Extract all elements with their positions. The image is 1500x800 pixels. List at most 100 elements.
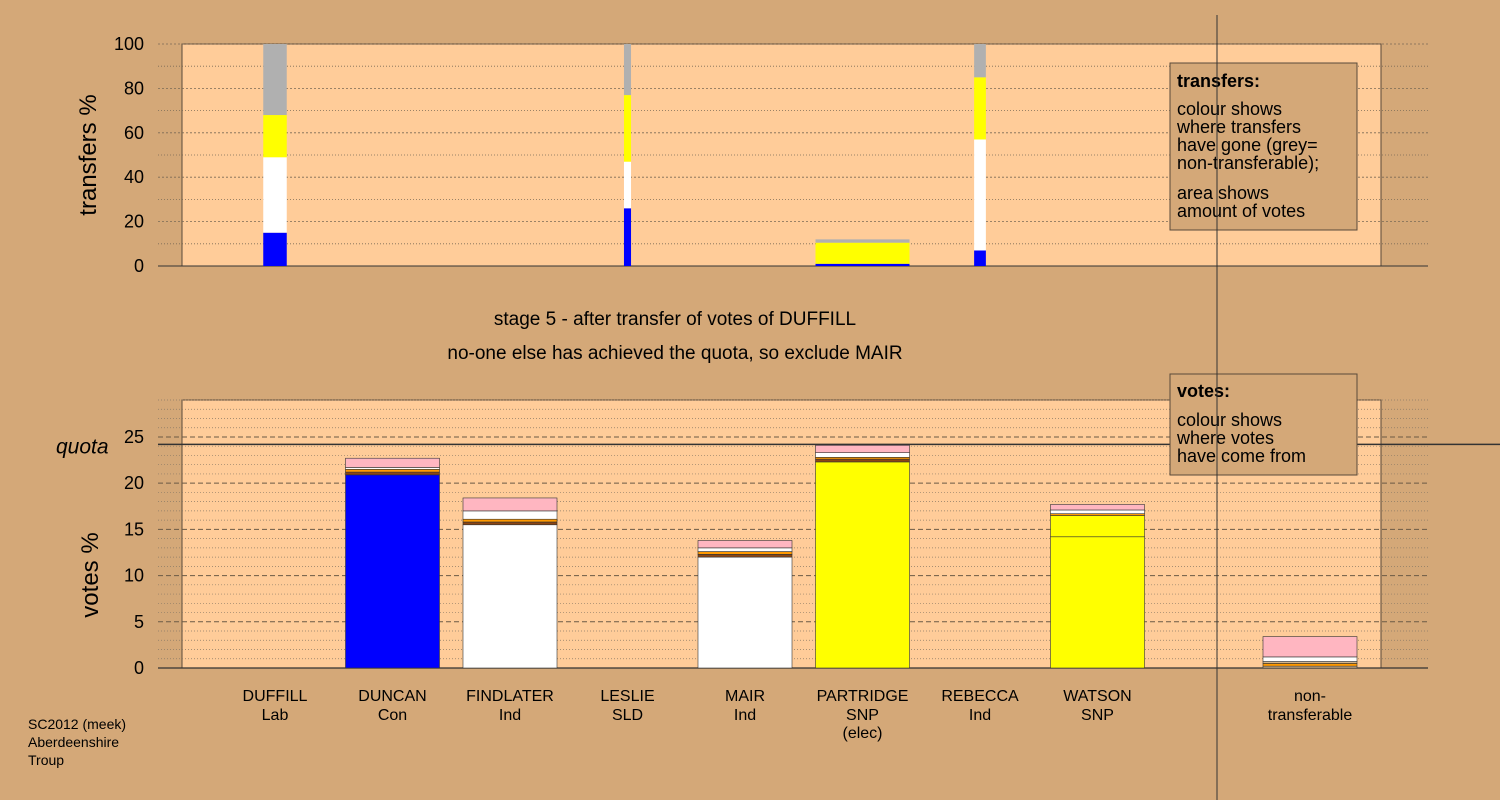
candidate-party: Lab xyxy=(262,707,289,724)
candidate-label: DUNCAN Con xyxy=(358,688,426,724)
candidate-party: Con xyxy=(378,707,407,724)
stage-exclusion-note: no-one else has achieved the quota, so e… xyxy=(447,343,902,364)
candidate-party: Ind xyxy=(499,707,521,724)
tick-label: 0 xyxy=(134,658,144,678)
tick-label: 20 xyxy=(124,212,144,232)
votes-legend: votes: colour shows where votes have com… xyxy=(1169,373,1358,476)
footer-council: Aberdeenshire xyxy=(28,734,119,750)
transfer-segment xyxy=(263,44,287,116)
transfer-segment xyxy=(815,239,910,243)
vote-segment xyxy=(462,518,558,523)
transfer-segment xyxy=(623,44,632,96)
transfers-legend-line: where transfers xyxy=(1176,117,1301,137)
tick-label: 40 xyxy=(124,167,144,187)
candidate-label: DUFFILL Lab xyxy=(243,688,308,724)
candidate-label: LESLIE SLD xyxy=(600,688,654,724)
vote-segment xyxy=(697,554,793,558)
candidate-name: non- xyxy=(1294,688,1326,705)
vote-segment xyxy=(1050,504,1145,511)
transfer-segment xyxy=(974,44,986,78)
candidate-name: DUFFILL xyxy=(243,688,308,705)
candidate-name: LESLIE xyxy=(600,688,654,705)
transfers-legend-title: transfers: xyxy=(1177,71,1260,91)
votes-legend-line: colour shows xyxy=(1177,410,1282,430)
votes-bars xyxy=(345,444,1358,669)
tick-label: 20 xyxy=(124,473,144,493)
vote-segment xyxy=(1262,656,1358,662)
tick-label: 80 xyxy=(124,78,144,98)
vote-segment xyxy=(345,469,440,473)
transfer-segment xyxy=(974,77,986,140)
candidate-name: MAIR xyxy=(725,688,765,705)
transfers-legend-line: area shows xyxy=(1177,183,1269,203)
vote-segment xyxy=(462,497,558,512)
transfer-segment xyxy=(623,208,632,266)
transfers-bars xyxy=(263,44,986,266)
vote-segment xyxy=(1262,663,1358,667)
votes-legend-title: votes: xyxy=(1177,381,1230,401)
vote-segment xyxy=(697,556,793,669)
candidate-name: REBECCA xyxy=(941,688,1019,705)
candidate-party: SLD xyxy=(612,707,643,724)
vote-segment xyxy=(1050,536,1145,669)
vote-segment xyxy=(345,474,440,669)
candidate-name: FINDLATER xyxy=(466,688,554,705)
transfers-legend: transfers: colour shows where transfers … xyxy=(1169,62,1358,231)
quota-label: quota xyxy=(56,435,109,458)
candidate-label: MAIR Ind xyxy=(725,688,765,724)
transfer-segment xyxy=(623,161,632,209)
vote-segment xyxy=(1050,509,1145,514)
candidate-party: Ind xyxy=(734,707,756,724)
transfer-segment xyxy=(263,157,287,233)
transfers-legend-line: colour shows xyxy=(1177,99,1282,119)
candidate-name: DUNCAN xyxy=(358,688,426,705)
tick-label: 60 xyxy=(124,123,144,143)
votes-legend-line: have come from xyxy=(1177,446,1306,466)
vote-segment xyxy=(462,510,558,520)
transfers-legend-line: amount of votes xyxy=(1177,201,1305,221)
votes-legend-line: where votes xyxy=(1176,428,1274,448)
candidate-party: SNP xyxy=(846,707,879,724)
transfers-gridlines xyxy=(158,43,1428,267)
vote-segment xyxy=(815,458,910,463)
vote-segment xyxy=(697,540,793,549)
transfer-segment xyxy=(815,242,910,264)
vote-segment xyxy=(1050,515,1145,538)
candidate-label: non-transferable xyxy=(1268,688,1353,724)
transfers-legend-line: non-transferable); xyxy=(1177,153,1319,173)
transfer-segment xyxy=(263,232,287,266)
vote-segment xyxy=(1262,636,1358,658)
tick-label: 10 xyxy=(124,566,144,586)
candidate-label: FINDLATER Ind xyxy=(466,688,554,724)
candidate-labels: DUFFILL Lab DUNCAN Con FINDLATER Ind LESLIE SLD… xyxy=(243,688,1353,742)
votes-y-axis-label: votes % xyxy=(77,532,104,617)
tick-label: 15 xyxy=(124,519,144,539)
transfer-segment xyxy=(623,95,632,162)
tick-label: 0 xyxy=(134,256,144,276)
candidate-party: SNP xyxy=(1081,707,1114,724)
vote-segment xyxy=(815,461,910,669)
footer-method: SC2012 (meek) xyxy=(28,716,126,732)
candidate-label: WATSON SNP xyxy=(1063,688,1131,724)
candidate-party: transferable xyxy=(1268,707,1353,724)
transfers-tick-labels: 0 20 40 60 80 100 xyxy=(114,34,144,276)
candidate-name: WATSON xyxy=(1063,688,1131,705)
footer-ward: Troup xyxy=(28,752,64,768)
vote-segment xyxy=(345,457,440,468)
transfers-legend-line: have gone (grey= xyxy=(1177,135,1318,155)
vote-segment xyxy=(815,452,910,458)
transfers-y-axis-label: transfers % xyxy=(75,94,102,215)
candidate-name: PARTRIDGE xyxy=(817,688,909,705)
vote-segment xyxy=(697,547,793,552)
vote-segment xyxy=(462,524,558,669)
candidate-label: PARTRIDGE SNP(elec) xyxy=(817,688,909,742)
transfer-segment xyxy=(815,263,910,266)
tick-label: 100 xyxy=(114,34,144,54)
tick-label: 25 xyxy=(124,427,144,447)
vote-segment xyxy=(815,444,910,453)
vote-segment xyxy=(345,471,440,476)
transfer-segment xyxy=(263,115,287,158)
vote-segment xyxy=(462,521,558,526)
stage-description: stage 5 - after transfer of votes of DUF… xyxy=(494,309,856,330)
